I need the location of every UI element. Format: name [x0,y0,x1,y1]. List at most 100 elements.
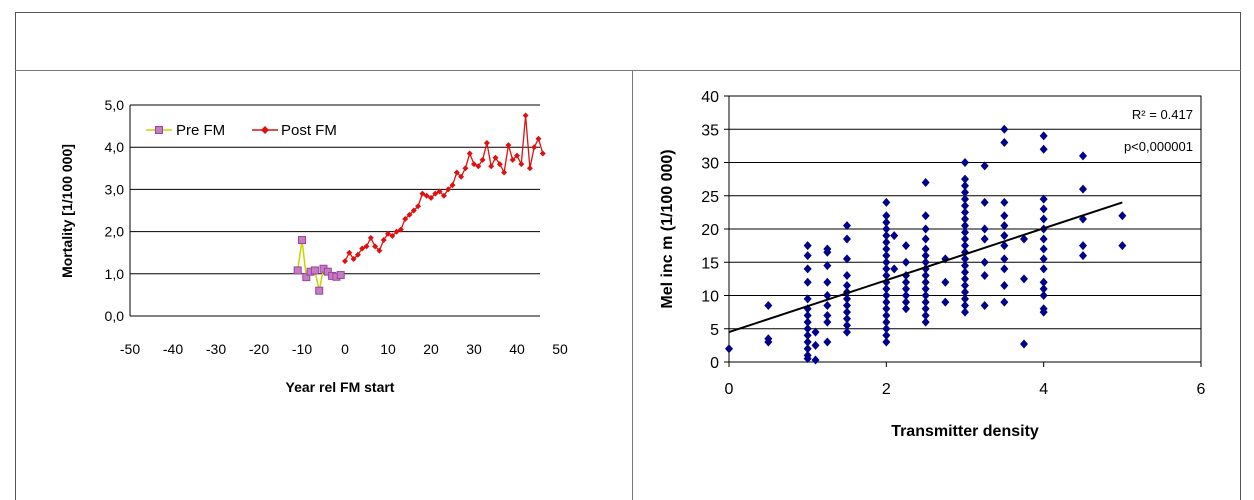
data-point [764,300,773,310]
data-point-post-fm [389,232,396,239]
data-point [823,277,832,287]
y-tick-label: 35 [701,122,719,139]
data-point-post-fm [526,165,533,172]
data-point [1000,124,1009,134]
data-point [1000,254,1009,264]
data-point [1000,197,1009,207]
data-point [803,330,812,340]
data-point [843,281,851,291]
data-point [1020,234,1028,244]
data-point [1039,291,1048,300]
data-point [921,310,930,320]
data-point-post-fm [449,182,456,189]
data-point [1039,264,1048,274]
data-point [823,261,832,271]
data-point-post-fm [428,194,434,201]
data-point [921,297,930,307]
panel-divider-horizontal [15,70,1241,71]
data-point [921,277,930,287]
data-point [921,244,930,254]
figure-frame [15,12,1241,500]
data-point [961,174,969,184]
data-point-post-fm [531,144,538,151]
y-tick-label: 5,0 [105,97,125,113]
data-point [1118,241,1127,251]
data-point [1039,254,1048,264]
data-point [921,291,930,300]
data-point [843,307,851,317]
data-point [1039,204,1048,214]
data-point [961,281,969,291]
data-point [902,284,910,294]
x-tick-label: 20 [423,341,439,357]
data-point [890,231,899,241]
data-point [882,237,891,247]
data-point [1000,297,1009,307]
data-point-post-fm [509,156,516,163]
data-point-pre-fm [323,267,332,276]
data-point-post-fm [397,226,404,233]
data-point [961,207,969,217]
legend-marker-pre-fm [155,126,163,134]
data-point-post-fm [385,230,391,237]
x-tick-label: 0 [341,341,349,357]
data-point [843,294,851,304]
x-tick-label: 40 [509,341,525,357]
data-point [961,241,969,251]
data-point-post-fm [514,152,520,159]
data-point [725,344,733,354]
data-point [882,244,891,254]
data-point-post-fm [462,165,469,172]
data-point [882,291,891,300]
data-point [882,330,891,340]
data-point [882,310,891,320]
data-point [882,251,891,261]
data-point [823,244,832,254]
data-point [843,234,851,244]
data-point [1039,284,1048,294]
data-point [803,337,812,347]
y-tick-label: 1,0 [105,266,125,282]
data-point [1039,277,1048,287]
data-point [980,271,989,281]
data-point [961,181,969,191]
data-point [882,217,891,227]
data-point [980,257,989,267]
data-point-post-fm [488,163,495,170]
data-point [843,300,851,310]
data-point [843,221,851,231]
data-point-post-fm [436,188,443,195]
data-point [803,324,812,334]
data-point-post-fm [359,245,366,252]
data-point [921,224,930,234]
data-point [961,261,969,271]
data-point [961,201,969,211]
data-point [1039,131,1048,141]
data-point-post-fm [471,161,477,168]
data-point [843,271,851,281]
data-point-post-fm [466,150,473,157]
data-point-pre-fm [302,273,311,282]
data-point-post-fm [475,163,482,170]
data-point [882,304,891,314]
data-point [811,355,820,365]
data-point-post-fm [406,211,413,218]
data-point [961,214,969,224]
data-point [980,197,989,207]
data-point [1020,274,1028,284]
data-point [961,287,969,297]
data-point [1039,304,1048,314]
data-point [980,300,989,310]
trendline [728,201,1123,334]
x-axis-title: Year rel FM start [286,379,395,395]
data-point [902,297,910,307]
data-point [803,294,812,304]
data-point [764,337,773,347]
data-point [1039,244,1048,254]
data-point [1000,221,1009,231]
data-point-post-fm [492,154,499,161]
y-tick-label: 4,0 [105,139,125,155]
data-point [1039,194,1048,204]
data-point-post-fm [453,169,460,176]
